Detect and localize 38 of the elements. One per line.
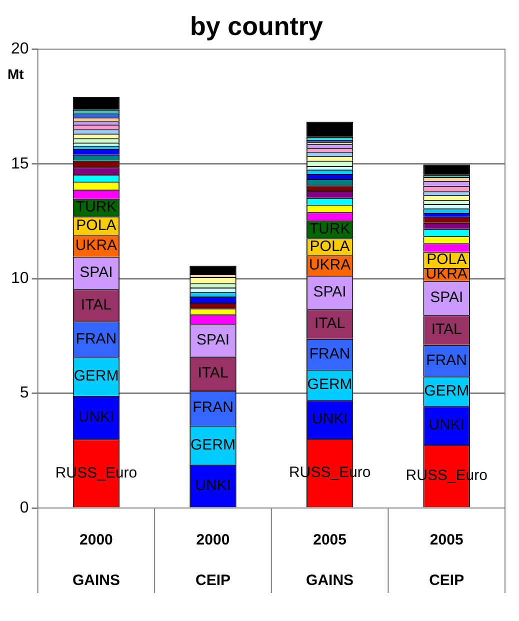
text: POLA: [76, 216, 116, 234]
text: ITAL: [198, 364, 228, 382]
text: FRAN: [309, 345, 350, 362]
category-label: 2000 CEIP: [195, 531, 231, 589]
text: ITAL: [431, 321, 462, 338]
y-tick-label: 15: [11, 155, 29, 172]
text: GERM: [424, 382, 470, 400]
text: FRAN: [76, 330, 117, 348]
series-label: UKRA: [308, 256, 351, 274]
series-label: UNKI: [195, 477, 231, 494]
category-label: 2005 GAINS: [306, 531, 354, 589]
text: POLA: [310, 238, 350, 255]
chart-title: by country: [190, 10, 324, 41]
text: TURK: [309, 220, 350, 238]
text: UNKI: [78, 408, 114, 426]
y-tick-label: 5: [20, 384, 29, 402]
y-tick-label: 10: [11, 270, 29, 288]
text: SPAI: [196, 332, 230, 349]
category-label: 2000 GAINS: [72, 531, 120, 589]
text: UNKI: [428, 416, 465, 434]
text: SPAI: [430, 289, 464, 306]
text: GERM: [307, 376, 352, 394]
series-label: FRAN: [192, 399, 234, 416]
series-label: POLA: [426, 251, 467, 268]
text: UKRA: [75, 237, 118, 254]
series-label: SPAI: [313, 284, 346, 301]
y-axis-title: Mt: [7, 66, 24, 82]
text: GERM: [190, 436, 236, 454]
y-tick-label: 20: [11, 40, 29, 58]
text: ITAL: [80, 296, 112, 314]
category-label: 2005 CEIP: [429, 531, 464, 589]
text: FRAN: [426, 352, 468, 369]
text: SPAI: [80, 264, 113, 282]
text: UNKI: [312, 410, 348, 428]
series-label: ITAL: [314, 315, 346, 332]
series-label: GERM: [74, 368, 119, 385]
series-label: TURK: [76, 198, 117, 216]
y-tick-label: 0: [20, 499, 29, 516]
